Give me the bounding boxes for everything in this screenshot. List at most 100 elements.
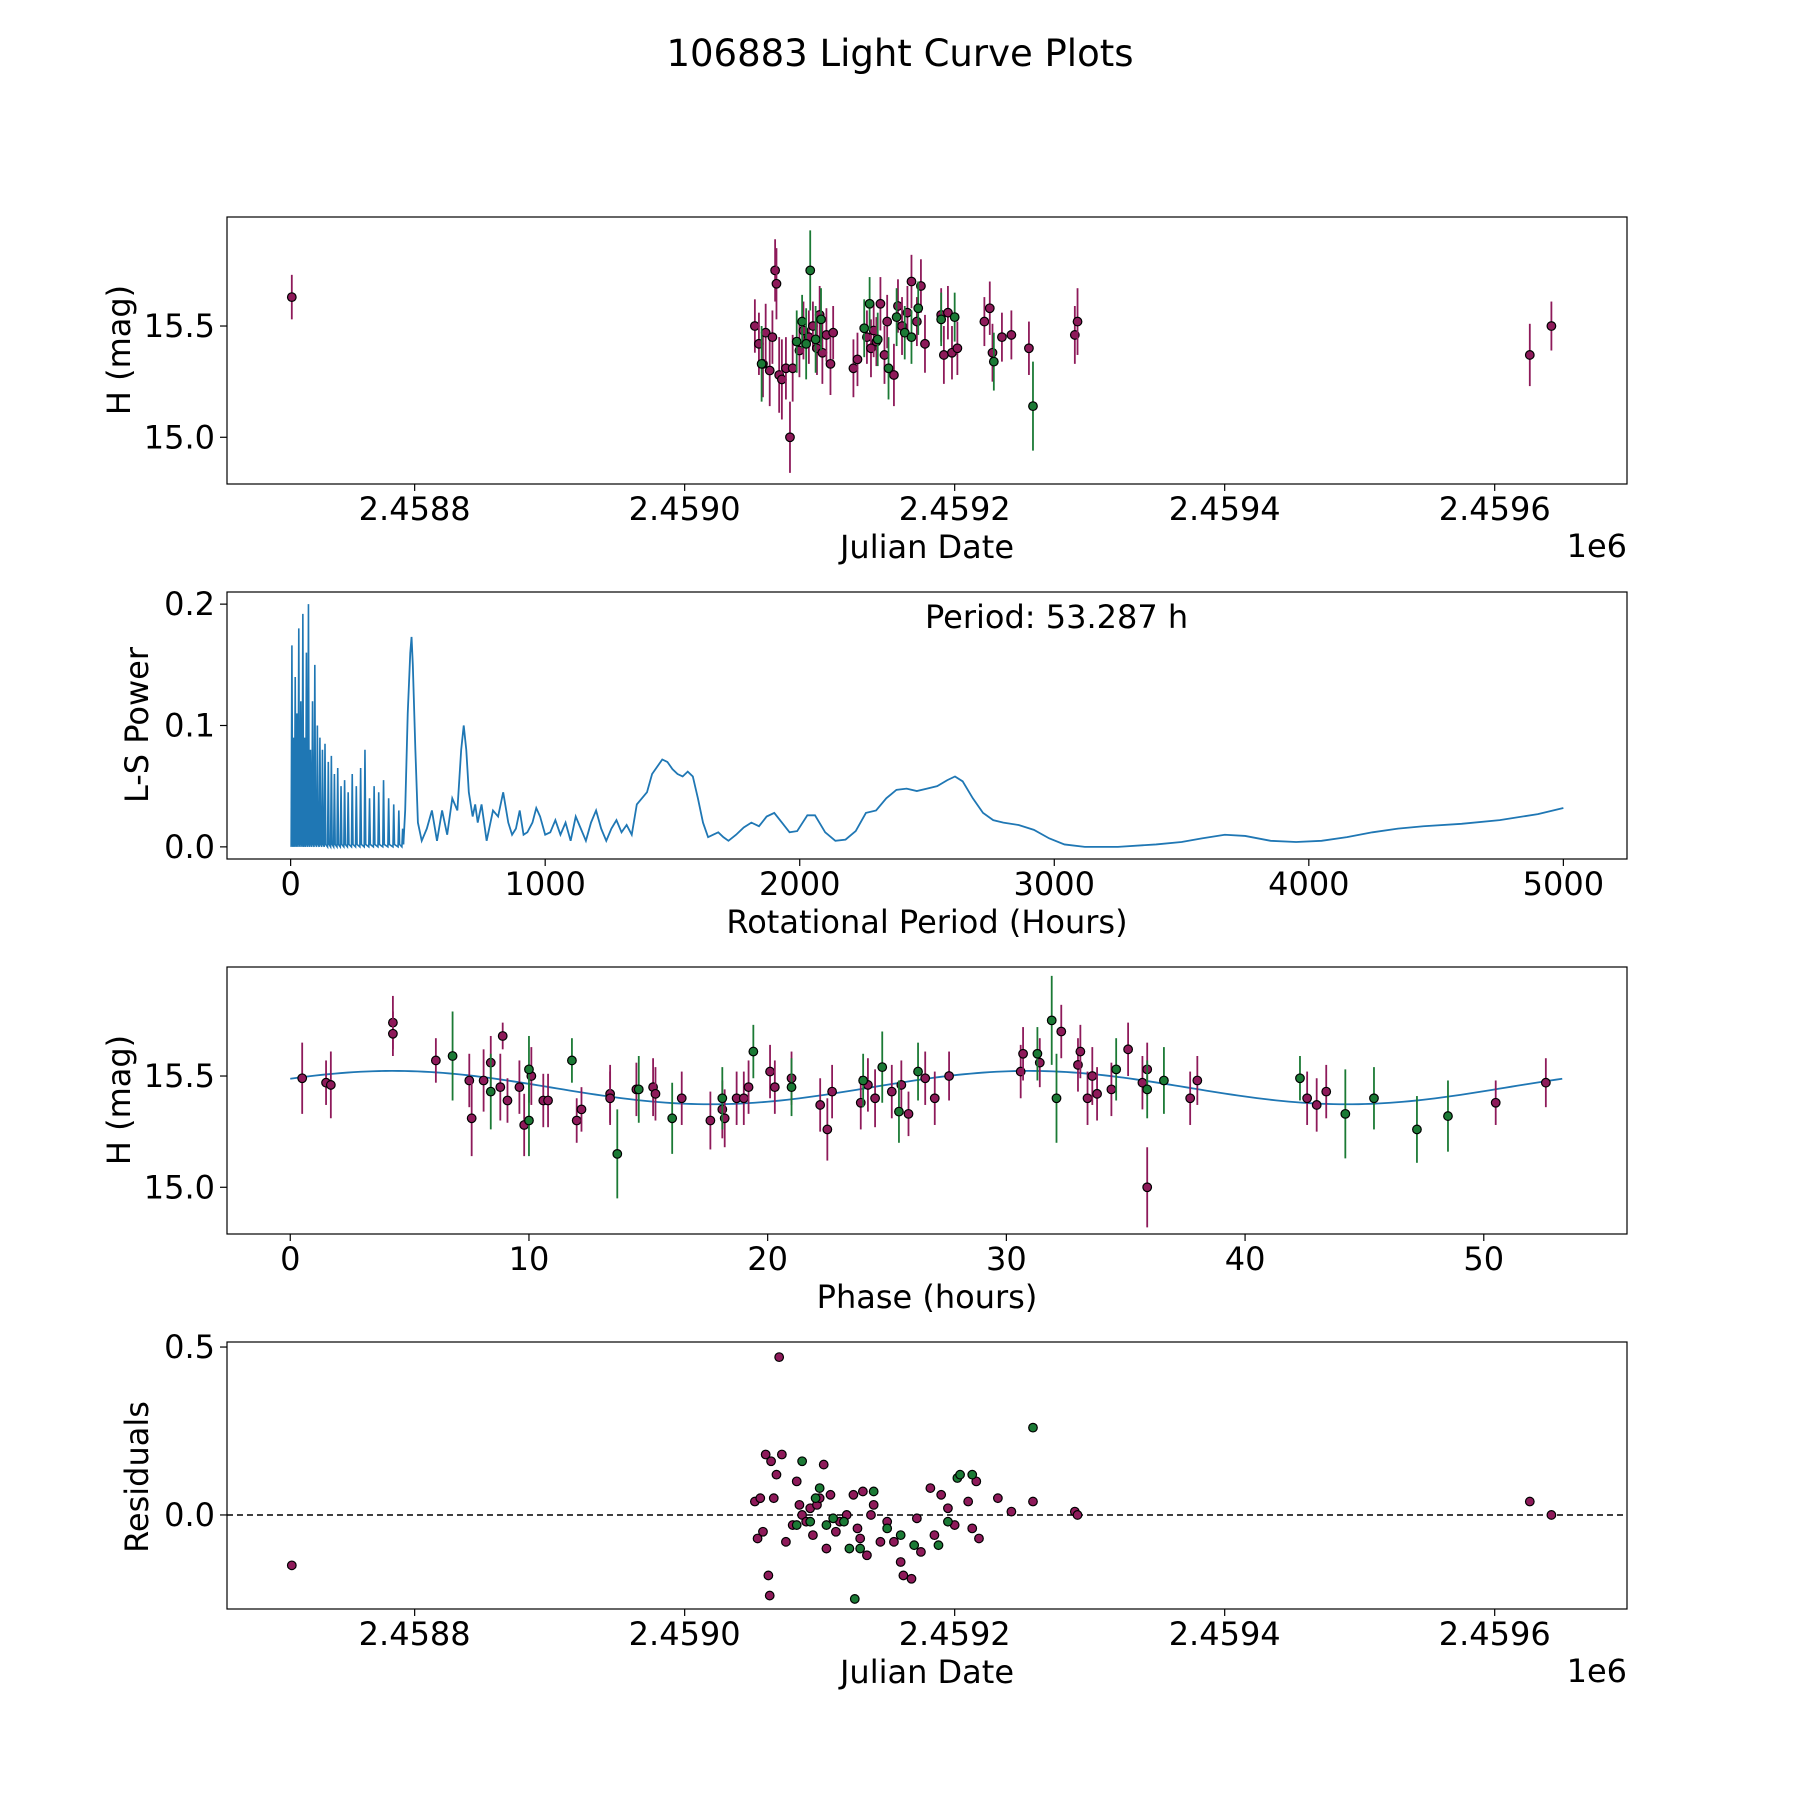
data-point-magenta xyxy=(1087,1071,1098,1081)
data-point-magenta xyxy=(827,1086,838,1097)
data-point-magenta xyxy=(1106,1084,1117,1095)
data-point-magenta xyxy=(781,1536,791,1547)
data-point-magenta xyxy=(822,1124,833,1135)
data-point-magenta xyxy=(764,365,775,376)
y-tick-label: 15.0 xyxy=(144,1168,215,1206)
data-point-magenta xyxy=(776,1449,787,1460)
data-point-magenta xyxy=(911,1513,922,1524)
data-point-magenta xyxy=(852,354,863,365)
data-point-magenta xyxy=(1302,1093,1313,1104)
data-point-green xyxy=(524,1115,534,1126)
data-point-magenta xyxy=(889,1536,899,1547)
y-tick-label: 0.5 xyxy=(164,1328,215,1366)
data-point-green xyxy=(872,334,883,345)
data-point-green xyxy=(667,1113,678,1124)
data-point-green xyxy=(936,314,947,325)
x-axis-label: Rotational Period (Hours) xyxy=(726,903,1127,941)
data-point-magenta xyxy=(974,1533,984,1544)
data-point-magenta xyxy=(495,1082,506,1093)
x-tick-label: 5000 xyxy=(1523,865,1604,903)
data-point-magenta xyxy=(889,370,899,380)
data-point-magenta xyxy=(886,1086,897,1097)
data-point-magenta xyxy=(705,1115,716,1126)
data-point-green xyxy=(877,1062,888,1073)
data-point-green xyxy=(855,1543,866,1554)
data-point-magenta xyxy=(1072,1510,1083,1520)
data-point-magenta xyxy=(1546,321,1557,331)
data-point-magenta xyxy=(758,1526,768,1537)
data-point-magenta xyxy=(430,1055,441,1066)
data-point-magenta xyxy=(497,1031,508,1041)
data-point-magenta xyxy=(1524,350,1535,360)
data-point-magenta xyxy=(605,1093,616,1104)
panel-phase-folded: 0 10 20 30 40 50 15.0 15.5 Phase (hours) H (ma… xyxy=(100,966,1628,1316)
x-tick-label: 30 xyxy=(986,1240,1027,1278)
data-point-green xyxy=(859,323,870,334)
data-point-green xyxy=(906,332,917,343)
data-point-green xyxy=(828,1513,839,1524)
x-tick-label: 2.4596 xyxy=(1439,1615,1551,1653)
data-point-magenta xyxy=(997,332,1007,343)
data-point-magenta xyxy=(952,343,963,354)
plot-frame xyxy=(226,966,1628,1235)
data-point-green xyxy=(821,1520,832,1530)
data-point-green xyxy=(839,1516,849,1527)
data-point-green xyxy=(899,327,910,338)
data-point-magenta xyxy=(848,1489,859,1500)
period-annotation: Period: 53.287 h xyxy=(925,598,1188,636)
data-point-magenta xyxy=(1092,1088,1102,1099)
x-tick-label: 2.4590 xyxy=(629,490,741,528)
data-point-green xyxy=(786,1082,797,1093)
data-point-green xyxy=(524,1064,534,1075)
data-point-magenta xyxy=(771,1469,782,1480)
x-tick-label: 4000 xyxy=(1268,865,1349,903)
data-point-magenta xyxy=(1142,1182,1153,1193)
data-point-green xyxy=(814,1483,825,1493)
panel-residuals: 2.4588 2.4590 2.4592 2.4594 2.4596 0.0 0.5 Ju… xyxy=(118,1328,1628,1691)
data-point-magenta xyxy=(875,1536,886,1547)
data-point-green xyxy=(810,1493,821,1504)
data-point-green xyxy=(864,298,875,309)
data-point-magenta xyxy=(920,1073,931,1084)
y-tick-label: 0.1 xyxy=(164,707,215,745)
data-point-magenta xyxy=(911,316,922,327)
data-point-magenta xyxy=(984,303,995,314)
y-tick-label: 15.5 xyxy=(144,1057,215,1095)
data-point-magenta xyxy=(967,1523,978,1534)
x-tick-label: 2.4588 xyxy=(359,490,471,528)
data-point-magenta xyxy=(963,1496,974,1507)
data-point-magenta xyxy=(1075,1046,1086,1057)
data-point-magenta xyxy=(766,1456,776,1467)
data-point-magenta xyxy=(776,374,787,385)
data-point-magenta xyxy=(825,1489,836,1500)
data-point-magenta xyxy=(767,332,778,343)
data-point-magenta xyxy=(895,1557,906,1567)
data-point-green xyxy=(894,1106,904,1117)
x-tick-label: 2.4592 xyxy=(899,1615,1011,1653)
data-point-magenta xyxy=(1311,1100,1322,1110)
panel-raw-light-curve: 2.4588 2.4590 2.4592 2.4594 2.4596 15.015.5 … xyxy=(100,216,1628,566)
data-point-magenta xyxy=(1006,1506,1017,1517)
data-point-magenta xyxy=(765,1066,775,1077)
data-point-green xyxy=(1046,1015,1057,1026)
plot-frame xyxy=(226,1341,1628,1610)
y-tick-label: 15.5 xyxy=(144,307,215,345)
data-point-magenta xyxy=(763,1570,774,1581)
data-point-green xyxy=(447,1051,458,1061)
figure-title: 106883 Light Curve Plots xyxy=(666,32,1133,75)
data-point-green xyxy=(791,1520,802,1530)
data-point-magenta xyxy=(979,316,990,327)
data-point-magenta xyxy=(815,1100,826,1110)
data-point-magenta xyxy=(925,1483,936,1493)
data-point-magenta xyxy=(1540,1077,1551,1088)
data-point-green xyxy=(858,1075,869,1086)
data-point-green xyxy=(868,1486,879,1497)
data-point-magenta xyxy=(749,321,760,331)
data-point-green xyxy=(1340,1108,1351,1119)
data-point-magenta xyxy=(943,1503,953,1514)
data-point-magenta xyxy=(848,363,859,374)
data-point-green xyxy=(1142,1084,1153,1095)
data-point-green xyxy=(955,1469,965,1480)
data-point-magenta xyxy=(286,1560,297,1571)
